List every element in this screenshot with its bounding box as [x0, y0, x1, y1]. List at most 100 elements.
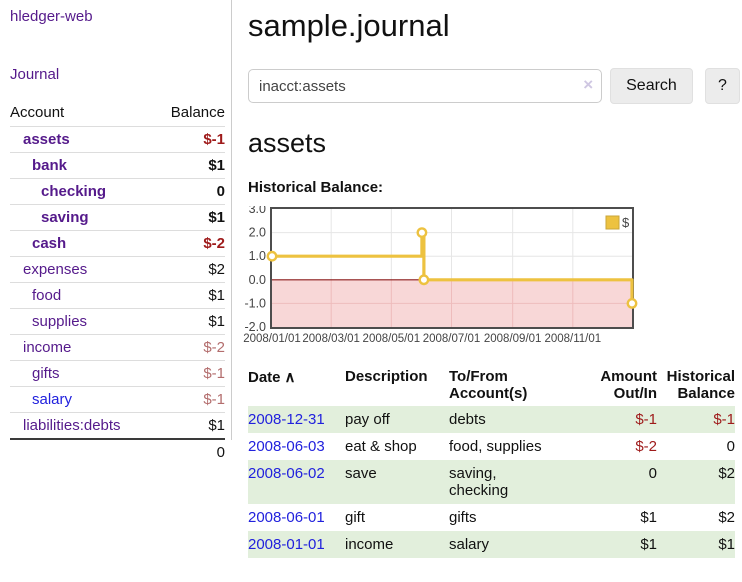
register-column-label: To/From Account(s) [449, 368, 528, 402]
register-row[interactable]: 2008-01-01 income salary $1 $1 [248, 531, 735, 558]
account-link[interactable]: saving [41, 209, 89, 226]
account-row: checking 0 [10, 178, 225, 205]
transaction-description-cell: gift [345, 509, 366, 526]
sidebar: hledger-web Journal Account Balance asse… [0, 0, 232, 465]
sidebar-accounts-body: assets $-1 bank $1 checking 0 saving $1 cash $-2 e… [10, 126, 225, 439]
transaction-description-cell: save [345, 465, 377, 482]
transaction-description-cell: eat & shop [345, 438, 417, 455]
account-row: assets $-1 [10, 126, 225, 153]
account-cell: checking [10, 178, 155, 205]
register-header-row: Date ∧ Description To/From Account(s) Amount… [248, 364, 735, 406]
account-cell: liabilities:debts [10, 412, 155, 439]
balance-column-header: Balance [170, 104, 225, 121]
account-balance: $1 [154, 412, 225, 439]
transaction-date-link[interactable]: 2008-06-01 [248, 509, 325, 526]
register-column-header: Amount Out/In [585, 364, 657, 406]
app-title-link[interactable]: hledger-web [10, 8, 93, 25]
account-cell: cash [10, 230, 155, 257]
account-cell: bank [10, 152, 155, 179]
account-row: liabilities:debts $1 [10, 412, 225, 439]
account-link[interactable]: gifts [32, 365, 60, 382]
y-tick-label: 1.0 [249, 249, 266, 263]
account-row: food $1 [10, 282, 225, 309]
account-row: cash $-2 [10, 230, 225, 257]
register-column-header: Historical Balance [657, 364, 735, 406]
account-column-header: Account [10, 104, 65, 121]
register-column-label: Date [248, 369, 281, 386]
account-heading: assets [248, 128, 327, 158]
search-button[interactable]: Search [610, 68, 693, 104]
transaction-balance-cell: $1 [718, 536, 735, 553]
accounts-total-row: 0 [10, 438, 225, 465]
account-balance: $-2 [154, 334, 225, 361]
transaction-date-link[interactable]: 2008-06-02 [248, 465, 325, 482]
account-link[interactable]: salary [32, 391, 73, 408]
y-tick-label: 2.0 [249, 226, 266, 240]
main-content: sample.journal × Search ? assets Histori… [243, 0, 740, 558]
account-link[interactable]: bank [32, 157, 68, 174]
account-link[interactable]: cash [32, 235, 67, 252]
transaction-balance-cell: 0 [726, 438, 735, 455]
account-cell: expenses [10, 256, 155, 283]
account-link[interactable]: checking [41, 183, 107, 200]
transaction-date-cell: 2008-06-03 [248, 433, 345, 460]
y-tick-label: -2.0 [244, 320, 266, 334]
data-point-marker [416, 227, 428, 239]
y-tick-label: 3.0 [249, 206, 266, 216]
register-row[interactable]: 2008-12-31 pay off debts $-1 $-1 [248, 406, 735, 433]
account-row: supplies $1 [10, 308, 225, 335]
data-point-marker [266, 250, 278, 262]
account-cell: supplies [10, 308, 155, 335]
account-row: income $-2 [10, 334, 225, 361]
register-column-header[interactable]: Date ∧ [248, 364, 345, 406]
sidebar-item-journal[interactable]: Journal [10, 66, 60, 83]
register-row[interactable]: 2008-06-01 gift gifts $1 $2 [248, 504, 735, 531]
register-column-header: Description [345, 364, 449, 406]
transaction-date-cell: 2008-06-01 [248, 504, 345, 531]
sort-ascending-icon[interactable]: ∧ [284, 369, 296, 386]
account-balance: $1 [154, 152, 225, 179]
total-spacer [10, 438, 155, 465]
account-link[interactable]: liabilities:debts [23, 417, 121, 434]
account-cell: salary [10, 386, 155, 413]
register-row[interactable]: 2008-06-03 eat & shop food, supplies $-2 0 [248, 433, 735, 460]
x-tick-label: 2008/09/01 [484, 333, 542, 345]
transaction-date-cell: 2008-06-02 [248, 460, 345, 504]
account-link[interactable]: expenses [23, 261, 88, 278]
account-link[interactable]: supplies [32, 313, 88, 330]
register-column-label: Description [345, 368, 428, 385]
transaction-date-link[interactable]: 2008-01-01 [248, 536, 325, 553]
register-body: 2008-12-31 pay off debts $-1 $-1 2008-06-03 ea… [248, 406, 735, 558]
transaction-amount-cell: 0 [648, 465, 657, 482]
account-balance: 0 [154, 178, 225, 205]
transaction-balance-cell: $2 [718, 509, 735, 526]
transaction-amount-cell: $1 [640, 509, 657, 526]
transaction-accounts-cell: salary [449, 536, 490, 553]
account-balance: $1 [154, 308, 225, 335]
account-link[interactable]: assets [23, 131, 70, 148]
x-tick-label: 2008/01/01 [243, 333, 301, 345]
search-input-wrap: × [248, 69, 603, 103]
clear-search-icon[interactable]: × [583, 75, 594, 94]
x-tick-label: 2008/07/01 [423, 333, 481, 345]
chart-border [270, 207, 634, 329]
transaction-date-link[interactable]: 2008-12-31 [248, 411, 325, 428]
data-point-marker [418, 274, 430, 286]
help-button[interactable]: ? [704, 68, 740, 104]
transaction-description-cell: pay off [345, 411, 390, 428]
transaction-date-link[interactable]: 2008-06-03 [248, 438, 325, 455]
register-row[interactable]: 2008-06-02 save saving, checking 0 $2 [248, 460, 735, 504]
transaction-balance-cell: $2 [718, 465, 735, 482]
accounts-table: Account Balance assets $-1 bank $1 checking 0… [10, 100, 225, 465]
search-input[interactable] [248, 69, 603, 103]
account-row: expenses $2 [10, 256, 225, 283]
account-link[interactable]: food [32, 287, 62, 304]
transaction-accounts-cell: food, supplies [449, 438, 542, 455]
account-link[interactable]: income [23, 339, 72, 356]
account-balance: $-2 [154, 230, 225, 257]
transaction-amount-cell: $-1 [635, 411, 657, 428]
chart-label: Historical Balance: [248, 179, 384, 196]
x-tick-label: 2008/11/01 [544, 333, 601, 345]
transaction-accounts-cell: debts [449, 411, 486, 428]
